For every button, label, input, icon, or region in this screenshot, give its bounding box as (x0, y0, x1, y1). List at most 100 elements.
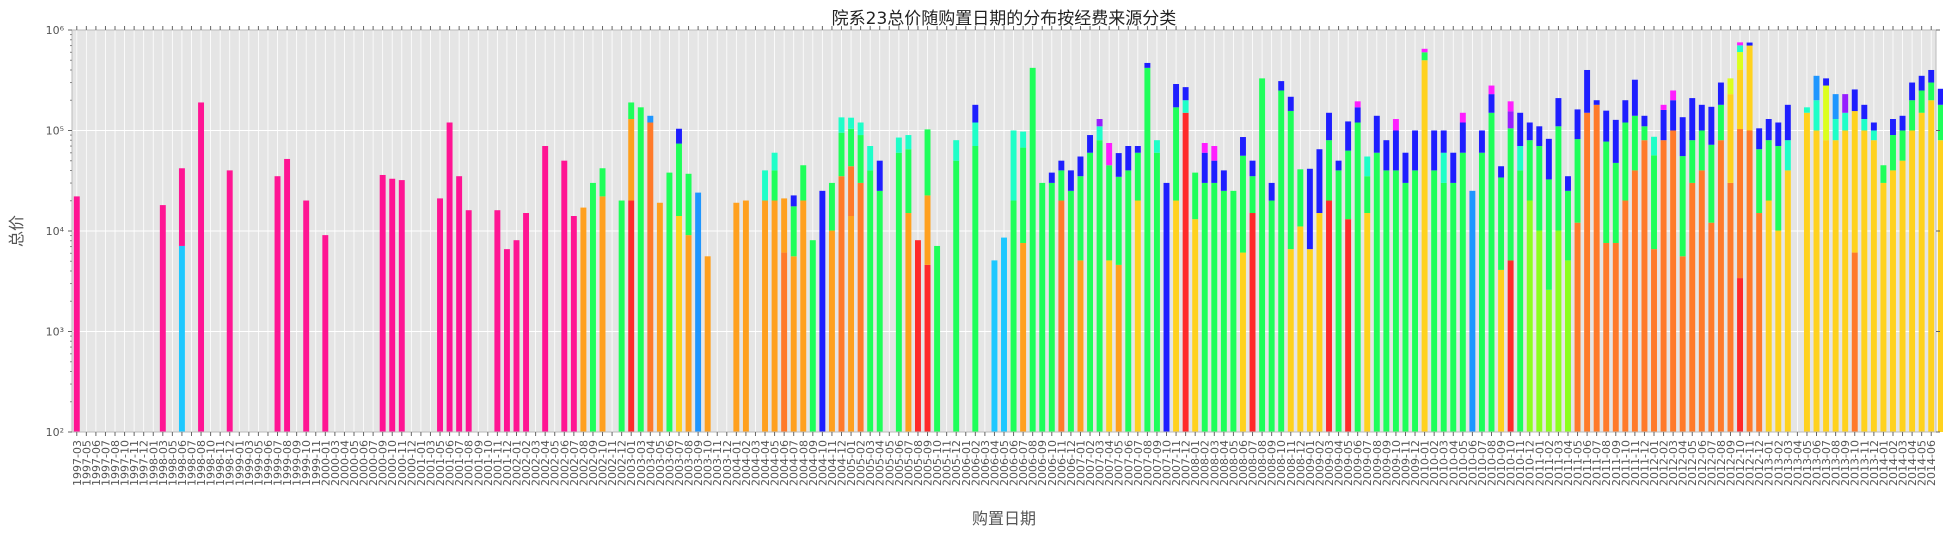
bar-segment (1641, 126, 1648, 141)
bar-segment (1173, 84, 1180, 108)
x-tick-label: 2005-07 (902, 440, 915, 486)
bar-segment (1058, 200, 1065, 432)
x-tick-label: 2012-05 (1686, 440, 1699, 486)
bar-segment (1326, 112, 1332, 141)
bar-segment (1306, 168, 1313, 250)
bar-segment (905, 149, 912, 214)
bar-segment (398, 180, 405, 432)
x-tick-label: 2006-04 (988, 440, 1001, 486)
bar-segment (1316, 149, 1323, 214)
bar-segment (1067, 190, 1074, 432)
bar-segment (1603, 110, 1610, 142)
bar-segment (1096, 126, 1103, 141)
bar-segment (322, 235, 329, 432)
bar-segment (198, 102, 205, 433)
bar-segment (1555, 230, 1562, 432)
x-tick-label: 2012-06 (1696, 440, 1709, 486)
bar-segment (1192, 219, 1199, 432)
bar-segment (1440, 182, 1447, 432)
bar-segment (1737, 278, 1744, 432)
x-tick-label: 2010-09 (1495, 440, 1508, 486)
x-tick-label: 2008-04 (1218, 440, 1231, 486)
bar-segment (1545, 289, 1552, 432)
x-tick-label: 2010-05 (1457, 440, 1470, 486)
y-axis: 10² 10³ 10⁴ 10⁵ 10⁶ (46, 24, 1940, 439)
x-tick-label: 2013-01 (1763, 440, 1776, 486)
bar-segment (1153, 140, 1160, 153)
x-tick-label: 1998-03 (157, 440, 170, 486)
x-tick-label: 2002-01 (510, 440, 523, 486)
bar-segment (1297, 169, 1304, 227)
bar-segment (1670, 90, 1677, 101)
x-tick-label: 2009-01 (1304, 440, 1317, 486)
bar-segment (1851, 89, 1858, 112)
bar-segment (1737, 45, 1744, 53)
x-tick-label: 2012-03 (1667, 440, 1680, 486)
bar-segment (1622, 122, 1629, 201)
bar-segment (1326, 140, 1332, 201)
bar-segment (857, 135, 864, 183)
bar-segment (1001, 237, 1007, 432)
x-tick-label: 1997-10 (119, 440, 132, 486)
bar-segment (1536, 230, 1543, 432)
bar-segment (1803, 107, 1810, 113)
bar-segment (1727, 182, 1734, 432)
bar-segment (704, 256, 711, 432)
x-tick-label: 2012-07 (1705, 440, 1718, 486)
bar-segment (1345, 219, 1352, 432)
bar-segment (1784, 170, 1791, 433)
x-tick-label: 2010-08 (1486, 440, 1499, 486)
bar-segment (1412, 130, 1418, 171)
bar-segment (1890, 135, 1896, 171)
bar-segment (676, 216, 682, 432)
bar-segment (1593, 100, 1600, 105)
bar-segment (1899, 130, 1906, 161)
bar-segment (437, 198, 443, 432)
bar-segment (1096, 140, 1103, 432)
x-tick-label: 2003-03 (635, 440, 648, 486)
bar-segment (1584, 112, 1591, 432)
bar-segment (1287, 110, 1294, 250)
bar-segment (1909, 130, 1916, 433)
x-tick-label: 2013-07 (1820, 440, 1833, 486)
bar-segment (1861, 104, 1868, 120)
bar-segment (1029, 67, 1036, 432)
x-tick-label: 2003-05 (654, 440, 667, 486)
x-tick-label: 2007-06 (1122, 440, 1135, 486)
bar-segment (1708, 222, 1715, 432)
x-tick-label: 2009-11 (1399, 440, 1412, 486)
bar-segment (1641, 115, 1648, 127)
bar-segment (924, 195, 931, 265)
x-tick-label: 2010-06 (1466, 440, 1479, 486)
bar-segment (1182, 87, 1189, 101)
bar-segment (848, 166, 855, 217)
x-tick-label: 1999-05 (252, 440, 265, 486)
bar-segment (1268, 182, 1275, 201)
x-tick-label: 1999-09 (291, 440, 304, 486)
x-tick-label: 2003-11 (711, 440, 724, 486)
bar-segment (1880, 182, 1887, 432)
bar-segment (1402, 182, 1409, 432)
bar-segment (1278, 81, 1285, 91)
bar-segment (1106, 165, 1113, 261)
bar-segment (1851, 111, 1858, 253)
x-tick-label: 2000-12 (405, 440, 418, 486)
x-tick-label: 2004-10 (816, 440, 829, 486)
x-tick-label: 2013-10 (1849, 440, 1862, 486)
x-tick-label: 1998-11 (214, 440, 227, 486)
bar-segment (1278, 90, 1285, 433)
bars (71, 29, 1943, 433)
bar-segment (1708, 106, 1715, 145)
bar-segment (991, 260, 998, 432)
x-tick-label: 2002-05 (549, 440, 562, 486)
bar-segment (1306, 249, 1313, 432)
x-tick-label: 2011-07 (1591, 440, 1604, 486)
bar-segment (1096, 119, 1103, 127)
bar-segment (580, 207, 587, 432)
bar-segment (1201, 182, 1208, 432)
bar-segment (1115, 153, 1122, 177)
bar-segment (1115, 264, 1122, 432)
x-tick-label: 2006-11 (1055, 440, 1068, 486)
bar-segment (523, 213, 530, 432)
bar-segment (73, 196, 80, 432)
